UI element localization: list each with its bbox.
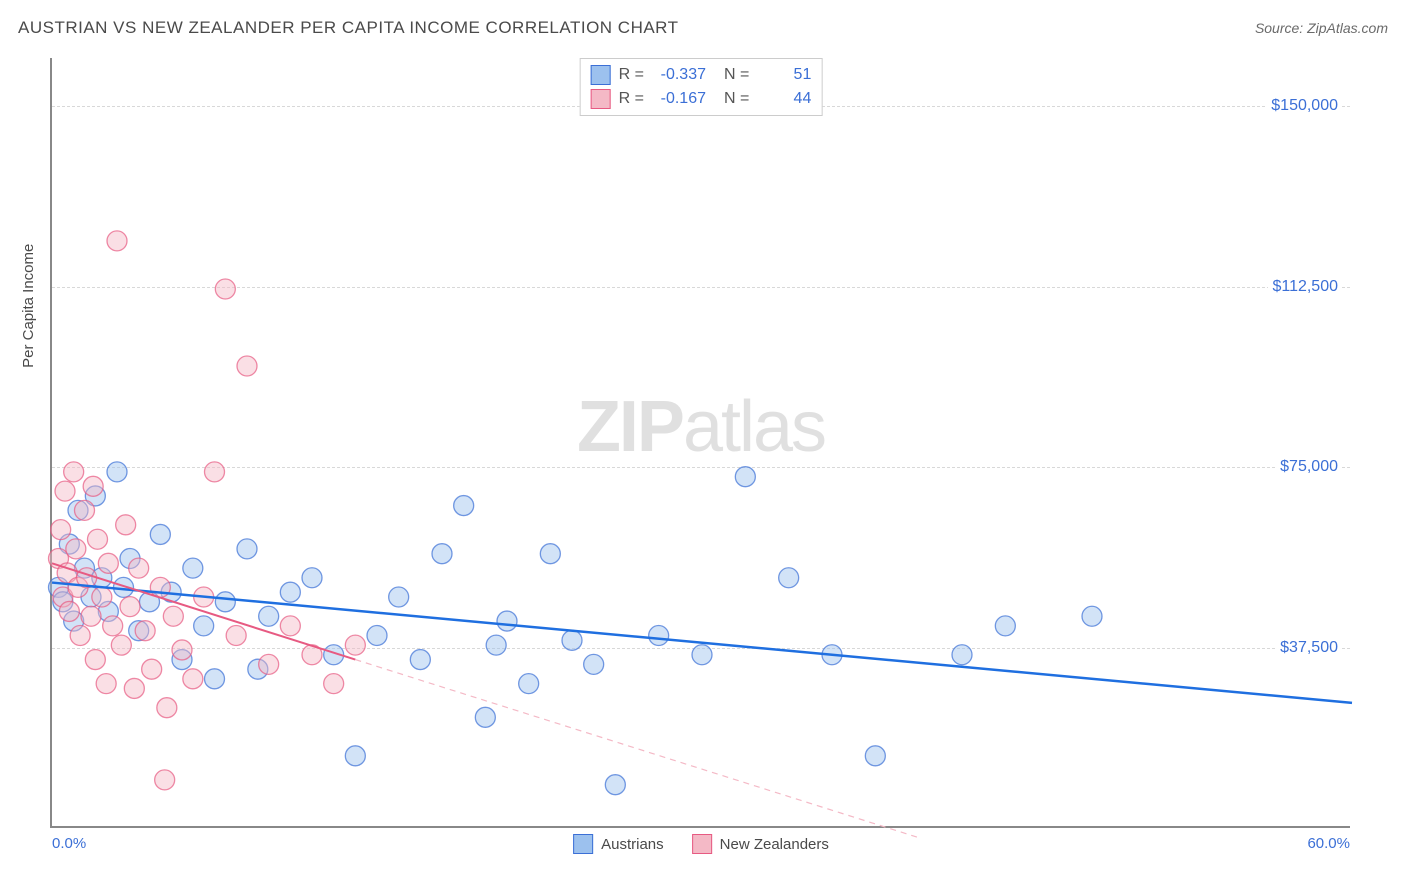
data-point-new_zealanders — [157, 698, 177, 718]
data-point-austrians — [1082, 606, 1102, 626]
xtick-label: 60.0% — [1307, 835, 1350, 852]
data-point-austrians — [259, 606, 279, 626]
legend-row-new-zealanders: R = -0.167 N = 44 — [591, 87, 812, 111]
data-point-new_zealanders — [59, 601, 79, 621]
data-point-austrians — [183, 558, 203, 578]
data-point-austrians — [302, 568, 322, 588]
data-point-austrians — [367, 626, 387, 646]
swatch-new-zealanders — [591, 89, 611, 109]
data-point-austrians — [562, 630, 582, 650]
r-label: R = — [619, 90, 644, 108]
data-point-new_zealanders — [345, 635, 365, 655]
data-point-austrians — [194, 616, 214, 636]
data-point-new_zealanders — [88, 529, 108, 549]
data-point-new_zealanders — [66, 539, 86, 559]
data-point-austrians — [205, 669, 225, 689]
regression-line-austrians — [52, 583, 1352, 703]
data-point-austrians — [952, 645, 972, 665]
data-point-new_zealanders — [324, 674, 344, 694]
data-point-new_zealanders — [96, 674, 116, 694]
n-value-austrians: 51 — [757, 66, 811, 84]
legend-label: New Zealanders — [720, 836, 829, 853]
data-point-new_zealanders — [215, 279, 235, 299]
source-name: ZipAtlas.com — [1307, 20, 1388, 36]
data-point-new_zealanders — [280, 616, 300, 636]
data-point-austrians — [649, 626, 669, 646]
data-point-new_zealanders — [98, 553, 118, 573]
data-point-austrians — [584, 654, 604, 674]
xtick-label: 0.0% — [52, 835, 86, 852]
chart-svg — [52, 58, 1350, 826]
legend-item-new-zealanders: New Zealanders — [692, 834, 829, 854]
data-point-new_zealanders — [129, 558, 149, 578]
data-point-austrians — [454, 496, 474, 516]
data-point-new_zealanders — [64, 462, 84, 482]
data-point-new_zealanders — [226, 626, 246, 646]
data-point-new_zealanders — [75, 500, 95, 520]
correlation-legend: R = -0.337 N = 51 R = -0.167 N = 44 — [580, 58, 823, 116]
data-point-austrians — [432, 544, 452, 564]
data-point-new_zealanders — [135, 621, 155, 641]
legend-item-austrians: Austrians — [573, 834, 664, 854]
r-label: R = — [619, 66, 644, 84]
source-attribution: Source: ZipAtlas.com — [1255, 20, 1388, 36]
data-point-austrians — [215, 592, 235, 612]
data-point-new_zealanders — [51, 520, 71, 540]
data-point-new_zealanders — [172, 640, 192, 660]
y-axis-label: Per Capita Income — [20, 244, 37, 368]
data-point-austrians — [389, 587, 409, 607]
data-point-new_zealanders — [142, 659, 162, 679]
data-point-new_zealanders — [237, 356, 257, 376]
data-point-austrians — [150, 524, 170, 544]
data-point-austrians — [692, 645, 712, 665]
data-point-austrians — [475, 707, 495, 727]
data-point-austrians — [735, 467, 755, 487]
data-point-austrians — [280, 582, 300, 602]
data-point-new_zealanders — [81, 606, 101, 626]
data-point-austrians — [540, 544, 560, 564]
legend-row-austrians: R = -0.337 N = 51 — [591, 63, 812, 87]
data-point-new_zealanders — [70, 626, 90, 646]
data-point-austrians — [410, 650, 430, 670]
data-point-austrians — [345, 746, 365, 766]
data-point-new_zealanders — [155, 770, 175, 790]
legend-label: Austrians — [601, 836, 664, 853]
data-point-new_zealanders — [183, 669, 203, 689]
chart-title: AUSTRIAN VS NEW ZEALANDER PER CAPITA INC… — [18, 18, 679, 38]
data-point-new_zealanders — [259, 654, 279, 674]
data-point-austrians — [605, 775, 625, 795]
swatch-austrians — [591, 65, 611, 85]
data-point-austrians — [107, 462, 127, 482]
source-label: Source: — [1255, 20, 1307, 36]
data-point-new_zealanders — [92, 587, 112, 607]
data-point-austrians — [497, 611, 517, 631]
data-point-new_zealanders — [83, 476, 103, 496]
n-value-new-zealanders: 44 — [757, 90, 811, 108]
data-point-austrians — [486, 635, 506, 655]
data-point-austrians — [995, 616, 1015, 636]
data-point-austrians — [237, 539, 257, 559]
data-point-new_zealanders — [163, 606, 183, 626]
data-point-new_zealanders — [55, 481, 75, 501]
data-point-austrians — [519, 674, 539, 694]
data-point-austrians — [779, 568, 799, 588]
data-point-new_zealanders — [116, 515, 136, 535]
n-label: N = — [724, 90, 749, 108]
r-value-austrians: -0.337 — [652, 66, 706, 84]
data-point-new_zealanders — [205, 462, 225, 482]
data-point-new_zealanders — [120, 597, 140, 617]
swatch-icon — [692, 834, 712, 854]
data-point-new_zealanders — [111, 635, 131, 655]
plot-area: ZIPatlas $37,500$75,000$112,500$150,000 … — [50, 58, 1350, 828]
data-point-new_zealanders — [103, 616, 123, 636]
data-point-new_zealanders — [85, 650, 105, 670]
n-label: N = — [724, 66, 749, 84]
regression-ext-new_zealanders — [355, 660, 918, 838]
r-value-new-zealanders: -0.167 — [652, 90, 706, 108]
data-point-new_zealanders — [107, 231, 127, 251]
series-legend: Austrians New Zealanders — [573, 834, 829, 854]
data-point-austrians — [865, 746, 885, 766]
swatch-icon — [573, 834, 593, 854]
data-point-new_zealanders — [124, 678, 144, 698]
